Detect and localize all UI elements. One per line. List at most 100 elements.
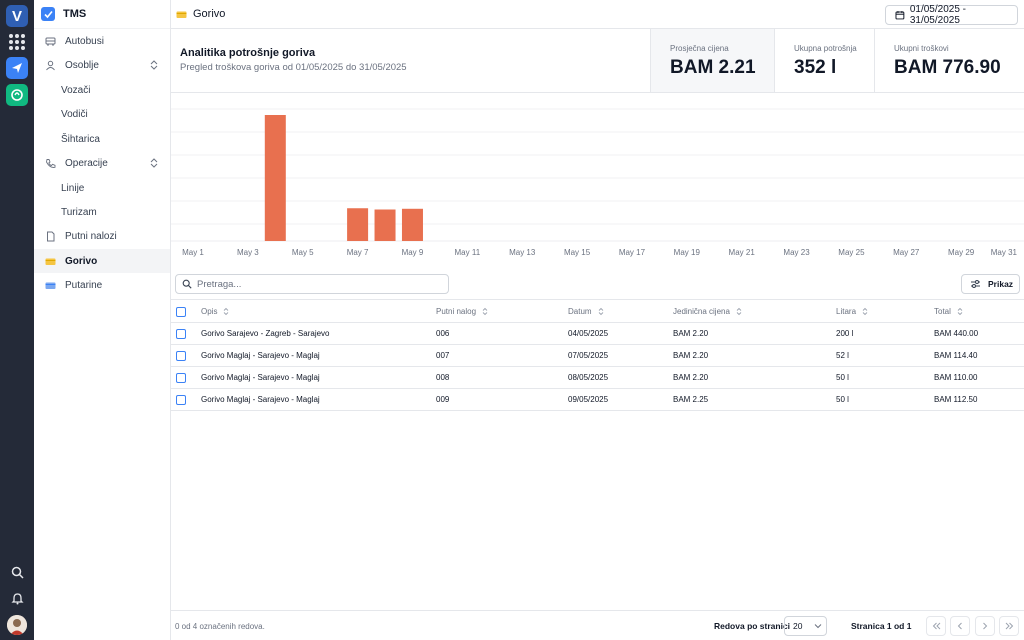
chart-tick-label: May 25 bbox=[838, 248, 865, 257]
column-header-total[interactable]: Total bbox=[934, 300, 963, 322]
chart-tick-label: May 31 bbox=[991, 248, 1018, 257]
search-icon[interactable] bbox=[9, 564, 25, 580]
search-box[interactable] bbox=[175, 274, 449, 294]
cell-opis: Gorivo Maglaj - Sarajevo - Maglaj bbox=[201, 351, 320, 360]
cell-cijena: BAM 2.20 bbox=[673, 351, 709, 360]
sidebar-item-label: Putarine bbox=[65, 279, 103, 291]
sidebar-item-label: Operacije bbox=[65, 157, 108, 169]
sidebar-item-vodici[interactable]: Vodiči bbox=[34, 102, 170, 126]
user-icon bbox=[46, 60, 55, 70]
cell-litara: 52 l bbox=[836, 351, 849, 360]
app-name: TMS bbox=[63, 8, 87, 20]
view-button[interactable]: Prikaz bbox=[961, 274, 1020, 294]
date-range-button[interactable]: 01/05/2025 - 31/05/2025 bbox=[885, 4, 1018, 26]
cell-opis: Gorivo Sarajevo - Zagreb - Sarajevo bbox=[201, 329, 330, 338]
sort-icon[interactable] bbox=[223, 307, 229, 316]
column-header-cijena[interactable]: Jedinična cijena bbox=[673, 300, 742, 322]
toll-card-icon bbox=[45, 282, 56, 289]
tms-logo-icon bbox=[41, 7, 55, 21]
next-page-button[interactable] bbox=[975, 616, 995, 636]
document-icon bbox=[47, 231, 55, 241]
rows-per-page-select[interactable]: 20 bbox=[784, 616, 827, 636]
cell-datum: 07/05/2025 bbox=[568, 351, 609, 360]
table-footer: 0 od 4 označenih redova. Redova po stran… bbox=[171, 610, 1024, 640]
row-checkbox[interactable] bbox=[176, 329, 186, 339]
sidebar-item-gorivo[interactable]: Gorivo bbox=[34, 249, 170, 273]
rows-per-page-label: Redova po stranici bbox=[714, 621, 791, 631]
kpi-value: 352 l bbox=[794, 57, 837, 78]
avatar[interactable] bbox=[7, 615, 27, 635]
chevrons-left-icon bbox=[932, 622, 940, 630]
kpi-label: Ukupna potrošnja bbox=[794, 44, 857, 53]
column-header-datum[interactable]: Datum bbox=[568, 300, 604, 322]
cell-opis: Gorivo Maglaj - Sarajevo - Maglaj bbox=[201, 395, 320, 404]
kpi-total-consumption: Ukupna potrošnja 352 l bbox=[774, 29, 874, 92]
analytics-subtitle: Pregled troškova goriva od 01/05/2025 do… bbox=[180, 62, 407, 73]
table-row[interactable]: Gorivo Maglaj - Sarajevo - Maglaj 009 09… bbox=[171, 389, 1024, 411]
phone-icon bbox=[46, 158, 56, 168]
sort-icon[interactable] bbox=[598, 307, 604, 316]
cell-opis: Gorivo Maglaj - Sarajevo - Maglaj bbox=[201, 373, 320, 382]
column-header-opis[interactable]: Opis bbox=[201, 300, 229, 322]
cell-datum: 09/05/2025 bbox=[568, 395, 609, 404]
sidebar-item-label: Autobusi bbox=[65, 35, 104, 47]
chevrons-right-icon bbox=[1005, 622, 1013, 630]
first-page-button[interactable] bbox=[926, 616, 946, 636]
table-row[interactable]: Gorivo Sarajevo - Zagreb - Sarajevo 006 … bbox=[171, 323, 1024, 345]
tms-app-icon[interactable] bbox=[6, 57, 28, 79]
sidebar: TMS Autobusi Osoblje Vozači Vodiči Šihta… bbox=[34, 0, 171, 640]
kpi-total-cost: Ukupni troškovi BAM 776.90 bbox=[874, 29, 1024, 92]
row-checkbox[interactable] bbox=[176, 373, 186, 383]
sidebar-item-sihtarica[interactable]: Šihtarica bbox=[34, 127, 170, 151]
cell-cijena: BAM 2.25 bbox=[673, 395, 709, 404]
sidebar-item-label: Turizam bbox=[61, 206, 97, 218]
apps-grid-icon[interactable] bbox=[9, 34, 25, 50]
kpi-label: Ukupni troškovi bbox=[894, 44, 949, 53]
sidebar-item-osoblje[interactable]: Osoblje bbox=[34, 53, 170, 77]
chevron-right-icon bbox=[983, 622, 988, 630]
bell-icon[interactable] bbox=[9, 590, 25, 606]
sort-icon[interactable] bbox=[736, 307, 742, 316]
sidebar-item-putarine[interactable]: Putarine bbox=[34, 273, 170, 297]
sidebar-item-autobusi[interactable]: Autobusi bbox=[34, 29, 170, 53]
chevron-down-icon bbox=[815, 624, 822, 629]
chart-tick-label: May 5 bbox=[292, 248, 314, 257]
chart-bar[interactable] bbox=[374, 209, 396, 242]
kpi-value: BAM 776.90 bbox=[894, 57, 1001, 78]
last-page-button[interactable] bbox=[999, 616, 1019, 636]
sidebar-item-operacije[interactable]: Operacije bbox=[34, 151, 170, 175]
chevron-up-down-icon[interactable] bbox=[150, 158, 158, 168]
eco-app-icon[interactable] bbox=[6, 84, 28, 106]
app-rail: V bbox=[0, 0, 34, 640]
chart-bar[interactable] bbox=[401, 208, 423, 241]
chart-bar[interactable] bbox=[347, 208, 369, 241]
column-header-putni-nalog[interactable]: Putni nalog bbox=[436, 300, 488, 322]
chart-bar[interactable] bbox=[264, 115, 286, 241]
table-row[interactable]: Gorivo Maglaj - Sarajevo - Maglaj 007 07… bbox=[171, 345, 1024, 367]
selection-count: 0 od 4 označenih redova. bbox=[175, 622, 265, 631]
chart-tick-label: May 19 bbox=[674, 248, 701, 257]
row-checkbox[interactable] bbox=[176, 351, 186, 361]
sidebar-item-label: Linije bbox=[61, 182, 85, 194]
sidebar-item-putni-nalozi[interactable]: Putni nalozi bbox=[34, 224, 170, 248]
row-checkbox[interactable] bbox=[176, 395, 186, 405]
chevron-up-down-icon[interactable] bbox=[150, 60, 158, 70]
kpi-label: Prosječna cijena bbox=[670, 44, 729, 53]
table-row[interactable]: Gorivo Maglaj - Sarajevo - Maglaj 008 08… bbox=[171, 367, 1024, 389]
cell-putni-nalog: 007 bbox=[436, 351, 450, 360]
brand-logo[interactable]: V bbox=[6, 5, 28, 27]
analytics-title: Analitika potrošnje goriva bbox=[180, 47, 316, 59]
sidebar-item-turizam[interactable]: Turizam bbox=[34, 200, 170, 224]
rows-per-page-value: 20 bbox=[793, 621, 803, 631]
search-input[interactable] bbox=[197, 278, 437, 290]
previous-page-button[interactable] bbox=[950, 616, 970, 636]
column-header-litara[interactable]: Litara bbox=[836, 300, 868, 322]
select-all-checkbox[interactable] bbox=[176, 307, 186, 317]
sidebar-item-label: Vodiči bbox=[61, 108, 88, 120]
sort-icon[interactable] bbox=[957, 307, 963, 316]
sidebar-item-linije[interactable]: Linije bbox=[34, 176, 170, 200]
sidebar-item-vozaci[interactable]: Vozači bbox=[34, 78, 170, 102]
sort-icon[interactable] bbox=[482, 307, 488, 316]
sort-icon[interactable] bbox=[862, 307, 868, 316]
chart-tick-label: May 11 bbox=[455, 248, 481, 257]
